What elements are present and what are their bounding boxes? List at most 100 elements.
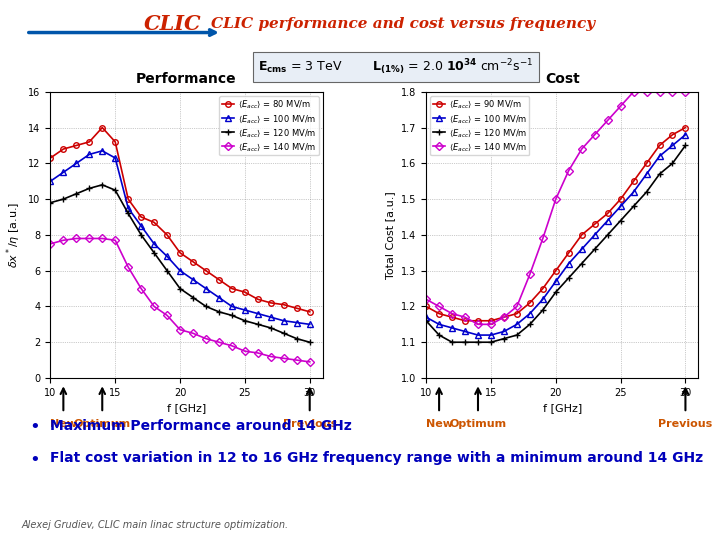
$\langle E_{acc}\rangle$ = 100 MV/m bbox=[163, 253, 171, 260]
$\langle E_{acc}\rangle$ = 120 MV/m bbox=[422, 318, 431, 324]
$\langle E_{acc}\rangle$ = 120 MV/m bbox=[72, 191, 81, 197]
$\langle E_{acc}\rangle$ = 120 MV/m bbox=[513, 332, 521, 338]
$\langle E_{acc}\rangle$ = 140 MV/m bbox=[681, 89, 690, 95]
$\langle E_{acc}\rangle$ = 100 MV/m bbox=[616, 203, 625, 210]
$\langle E_{acc}\rangle$ = 100 MV/m bbox=[500, 328, 508, 335]
$\langle E_{acc}\rangle$ = 140 MV/m bbox=[253, 350, 262, 356]
$\langle E_{acc}\rangle$ = 100 MV/m bbox=[552, 278, 560, 285]
$\langle E_{acc}\rangle$ = 120 MV/m bbox=[603, 232, 612, 238]
$\langle E_{acc}\rangle$ = 120 MV/m bbox=[539, 307, 547, 313]
Text: •: • bbox=[29, 451, 40, 469]
$\langle E_{acc}\rangle$ = 120 MV/m bbox=[253, 321, 262, 328]
$\langle E_{acc}\rangle$ = 100 MV/m bbox=[539, 296, 547, 302]
$\langle E_{acc}\rangle$ = 90 MV/m bbox=[655, 142, 664, 149]
$\langle E_{acc}\rangle$ = 90 MV/m bbox=[603, 210, 612, 217]
$\langle E_{acc}\rangle$ = 120 MV/m bbox=[577, 260, 586, 267]
$\langle E_{acc}\rangle$ = 120 MV/m bbox=[163, 267, 171, 274]
$\langle E_{acc}\rangle$ = 80 MV/m bbox=[46, 155, 55, 161]
$\langle E_{acc}\rangle$ = 120 MV/m bbox=[448, 339, 456, 346]
$\langle E_{acc}\rangle$ = 100 MV/m bbox=[629, 189, 638, 195]
$\langle E_{acc}\rangle$ = 100 MV/m bbox=[189, 276, 197, 283]
Text: Previous: Previous bbox=[658, 418, 713, 429]
$\langle E_{acc}\rangle$ = 80 MV/m bbox=[111, 139, 120, 145]
$\langle E_{acc}\rangle$ = 80 MV/m bbox=[202, 267, 210, 274]
$\langle E_{acc}\rangle$ = 100 MV/m bbox=[72, 160, 81, 166]
$\langle E_{acc}\rangle$ = 100 MV/m bbox=[137, 222, 145, 229]
$\langle E_{acc}\rangle$ = 140 MV/m bbox=[85, 235, 94, 242]
Line: $\langle E_{acc}\rangle$ = 140 MV/m: $\langle E_{acc}\rangle$ = 140 MV/m bbox=[48, 235, 312, 364]
$\langle E_{acc}\rangle$ = 140 MV/m bbox=[202, 335, 210, 342]
$\langle E_{acc}\rangle$ = 140 MV/m bbox=[564, 167, 573, 174]
$\langle E_{acc}\rangle$ = 140 MV/m bbox=[448, 310, 456, 317]
Line: $\langle E_{acc}\rangle$ = 140 MV/m: $\langle E_{acc}\rangle$ = 140 MV/m bbox=[423, 89, 688, 327]
$\langle E_{acc}\rangle$ = 100 MV/m bbox=[215, 294, 223, 301]
$\langle E_{acc}\rangle$ = 100 MV/m bbox=[642, 171, 651, 177]
$\langle E_{acc}\rangle$ = 100 MV/m bbox=[564, 260, 573, 267]
$\langle E_{acc}\rangle$ = 80 MV/m bbox=[266, 300, 275, 306]
$\langle E_{acc}\rangle$ = 80 MV/m bbox=[228, 285, 236, 292]
$\langle E_{acc}\rangle$ = 120 MV/m bbox=[526, 321, 534, 328]
$\langle E_{acc}\rangle$ = 100 MV/m bbox=[228, 303, 236, 310]
$\langle E_{acc}\rangle$ = 100 MV/m bbox=[305, 321, 314, 328]
$\langle E_{acc}\rangle$ = 100 MV/m bbox=[98, 147, 107, 154]
$\langle E_{acc}\rangle$ = 90 MV/m bbox=[552, 267, 560, 274]
$\langle E_{acc}\rangle$ = 100 MV/m bbox=[655, 153, 664, 159]
Text: Previous: Previous bbox=[282, 418, 337, 429]
$\langle E_{acc}\rangle$ = 90 MV/m bbox=[474, 318, 482, 324]
$\langle E_{acc}\rangle$ = 120 MV/m bbox=[228, 312, 236, 319]
$\langle E_{acc}\rangle$ = 120 MV/m bbox=[176, 285, 184, 292]
$\langle E_{acc}\rangle$ = 140 MV/m bbox=[513, 303, 521, 310]
$\langle E_{acc}\rangle$ = 120 MV/m bbox=[552, 289, 560, 295]
$\langle E_{acc}\rangle$ = 140 MV/m bbox=[577, 146, 586, 152]
$\langle E_{acc}\rangle$ = 140 MV/m bbox=[616, 103, 625, 109]
$\langle E_{acc}\rangle$ = 140 MV/m bbox=[461, 314, 469, 320]
$\langle E_{acc}\rangle$ = 120 MV/m bbox=[292, 335, 301, 342]
$\langle E_{acc}\rangle$ = 90 MV/m bbox=[526, 300, 534, 306]
$\langle E_{acc}\rangle$ = 120 MV/m bbox=[124, 210, 132, 217]
Y-axis label: Total Cost [a.u.]: Total Cost [a.u.] bbox=[385, 191, 395, 279]
$\langle E_{acc}\rangle$ = 100 MV/m bbox=[422, 314, 431, 320]
$\langle E_{acc}\rangle$ = 80 MV/m bbox=[305, 308, 314, 315]
Line: $\langle E_{acc}\rangle$ = 100 MV/m: $\langle E_{acc}\rangle$ = 100 MV/m bbox=[48, 148, 312, 327]
$\langle E_{acc}\rangle$ = 100 MV/m bbox=[590, 232, 599, 238]
$\langle E_{acc}\rangle$ = 140 MV/m bbox=[150, 303, 158, 310]
$\langle E_{acc}\rangle$ = 140 MV/m bbox=[215, 339, 223, 346]
$\langle E_{acc}\rangle$ = 90 MV/m bbox=[616, 196, 625, 202]
$\langle E_{acc}\rangle$ = 100 MV/m bbox=[253, 310, 262, 317]
$\langle E_{acc}\rangle$ = 90 MV/m bbox=[539, 285, 547, 292]
$\langle E_{acc}\rangle$ = 100 MV/m bbox=[279, 318, 288, 324]
$\langle E_{acc}\rangle$ = 120 MV/m bbox=[629, 203, 638, 210]
$\langle E_{acc}\rangle$ = 120 MV/m bbox=[500, 335, 508, 342]
$\langle E_{acc}\rangle$ = 140 MV/m bbox=[98, 235, 107, 242]
$\langle E_{acc}\rangle$ = 100 MV/m bbox=[435, 321, 444, 328]
$\langle E_{acc}\rangle$ = 140 MV/m bbox=[603, 117, 612, 124]
X-axis label: f [GHz]: f [GHz] bbox=[543, 403, 582, 413]
Line: $\langle E_{acc}\rangle$ = 100 MV/m: $\langle E_{acc}\rangle$ = 100 MV/m bbox=[423, 132, 688, 338]
$\langle E_{acc}\rangle$ = 100 MV/m bbox=[240, 307, 249, 313]
$\langle E_{acc}\rangle$ = 120 MV/m bbox=[240, 318, 249, 324]
$\langle E_{acc}\rangle$ = 80 MV/m bbox=[137, 214, 145, 220]
$\langle E_{acc}\rangle$ = 140 MV/m bbox=[655, 89, 664, 95]
$\langle E_{acc}\rangle$ = 90 MV/m bbox=[590, 221, 599, 227]
$\langle E_{acc}\rangle$ = 100 MV/m bbox=[85, 151, 94, 158]
$\langle E_{acc}\rangle$ = 120 MV/m bbox=[98, 181, 107, 188]
$\langle E_{acc}\rangle$ = 90 MV/m bbox=[461, 318, 469, 324]
$\langle E_{acc}\rangle$ = 100 MV/m bbox=[577, 246, 586, 252]
$\langle E_{acc}\rangle$ = 140 MV/m bbox=[487, 321, 495, 328]
$\langle E_{acc}\rangle$ = 80 MV/m bbox=[85, 139, 94, 145]
$\langle E_{acc}\rangle$ = 140 MV/m bbox=[552, 196, 560, 202]
$\langle E_{acc}\rangle$ = 90 MV/m bbox=[642, 160, 651, 166]
$\langle E_{acc}\rangle$ = 100 MV/m bbox=[124, 205, 132, 211]
$\langle E_{acc}\rangle$ = 120 MV/m bbox=[202, 303, 210, 310]
$\langle E_{acc}\rangle$ = 120 MV/m bbox=[111, 187, 120, 193]
Text: Flat cost variation in 12 to 16 GHz frequency range with a minimum around 14 GHz: Flat cost variation in 12 to 16 GHz freq… bbox=[50, 451, 703, 465]
$\langle E_{acc}\rangle$ = 120 MV/m bbox=[655, 171, 664, 177]
$\langle E_{acc}\rangle$ = 120 MV/m bbox=[461, 339, 469, 346]
$\langle E_{acc}\rangle$ = 140 MV/m bbox=[240, 348, 249, 354]
$\langle E_{acc}\rangle$ = 100 MV/m bbox=[176, 267, 184, 274]
$\langle E_{acc}\rangle$ = 140 MV/m bbox=[163, 312, 171, 319]
Text: CERN: CERN bbox=[671, 20, 697, 29]
$\langle E_{acc}\rangle$ = 80 MV/m bbox=[176, 249, 184, 256]
Text: CLIC performance and cost versus frequency: CLIC performance and cost versus frequen… bbox=[211, 17, 595, 31]
$\langle E_{acc}\rangle$ = 80 MV/m bbox=[163, 232, 171, 238]
